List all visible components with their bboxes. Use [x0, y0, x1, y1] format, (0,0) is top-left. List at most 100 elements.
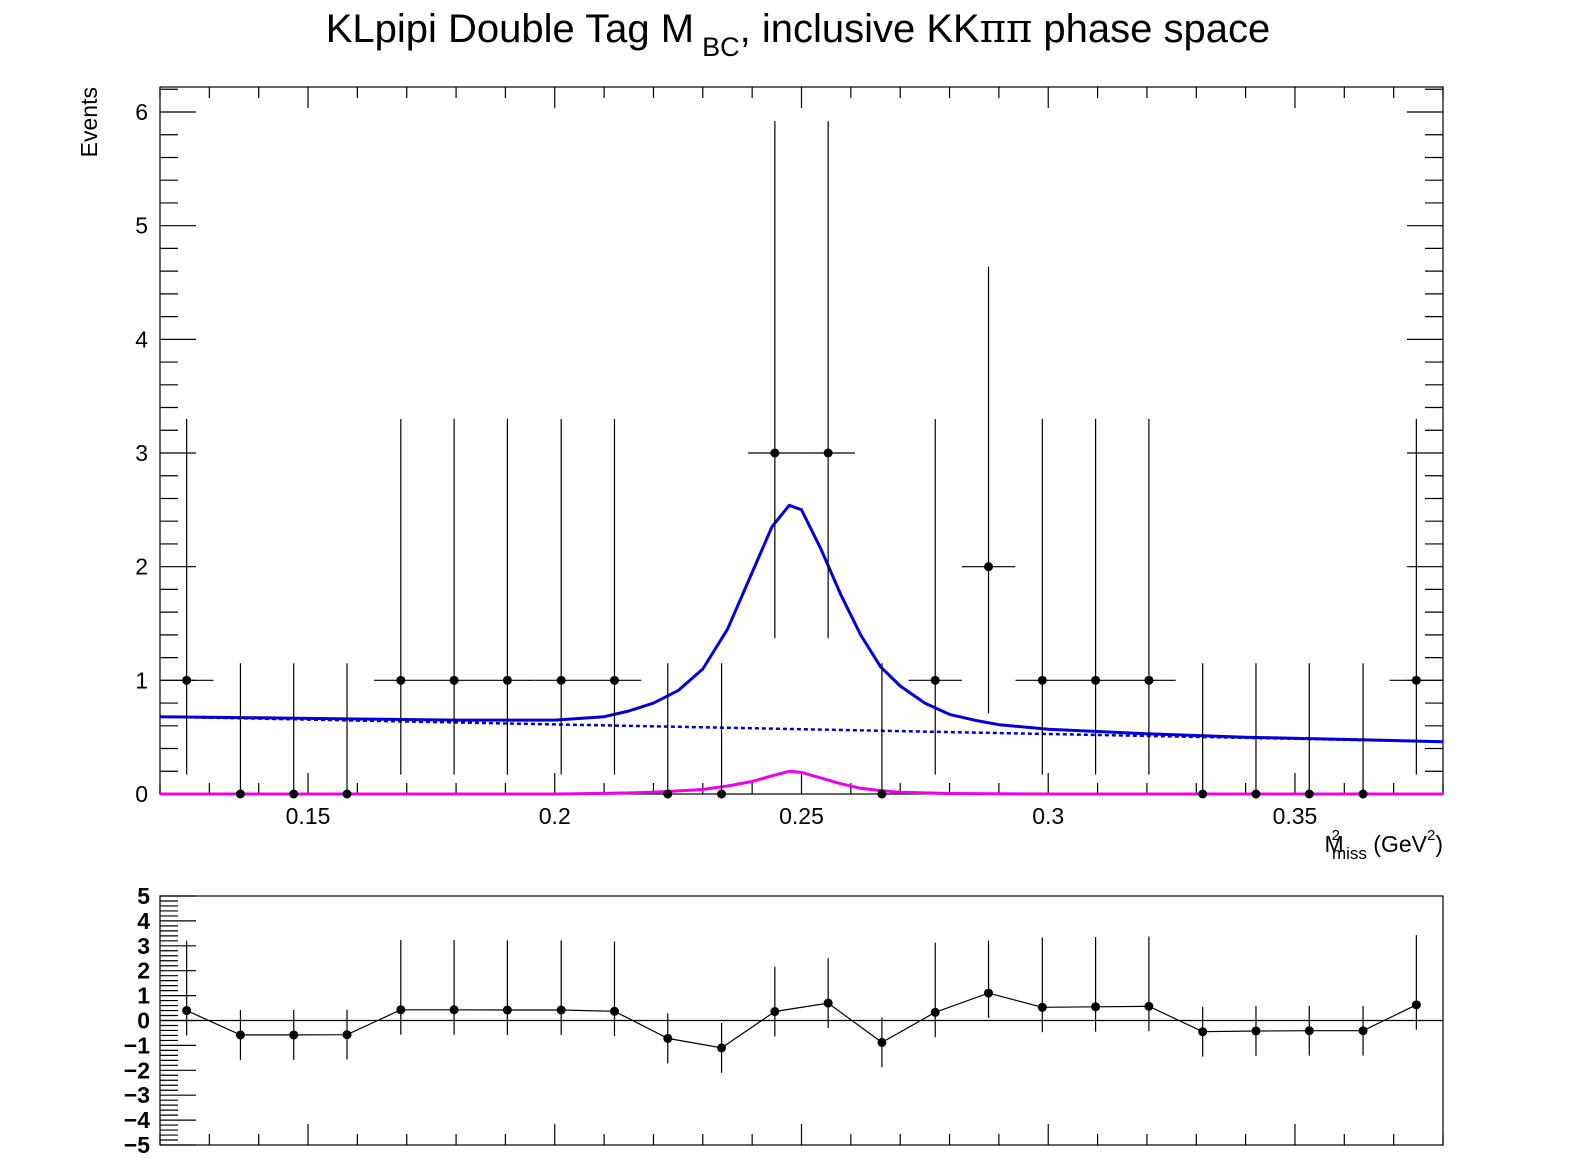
- data-point: [908, 418, 962, 775]
- data-point: [534, 418, 588, 775]
- ratio-y-tick-label: 0: [137, 1008, 150, 1034]
- data-point: [1015, 418, 1070, 775]
- y-tick-label: 3: [135, 440, 148, 466]
- title-main: KLpipi Double Tag M: [326, 7, 694, 51]
- data-marker: [984, 562, 994, 572]
- data-point: [961, 266, 1016, 714]
- x-axis-label: M2 miss (GeV2): [1324, 827, 1443, 863]
- data-point: [342, 663, 352, 799]
- title-rest: , inclusive KK: [740, 7, 980, 51]
- ratio-point: [609, 941, 619, 1037]
- ratio-y-tick-label: −4: [124, 1107, 150, 1133]
- ratio-y-tick-label: 3: [137, 933, 150, 959]
- main-axis-ticks: [159, 87, 1444, 795]
- ratio-y-tick-label: 5: [137, 883, 150, 909]
- data-marker: [770, 448, 780, 458]
- ratio-marker: [770, 1007, 780, 1017]
- data-point: [663, 663, 673, 799]
- data-point: [480, 418, 535, 775]
- ratio-point: [235, 1010, 245, 1060]
- ratio-point: [1251, 1006, 1261, 1056]
- data-point: [159, 418, 214, 775]
- ratio-marker: [289, 1030, 299, 1040]
- ratio-marker: [396, 1005, 406, 1015]
- ratio-y-tick-label: −1: [124, 1032, 150, 1058]
- ratio-marker: [1091, 1002, 1101, 1012]
- y-tick-label: 5: [135, 213, 148, 239]
- ratio-marker: [1037, 1002, 1047, 1012]
- data-marker: [823, 448, 833, 458]
- data-marker: [663, 789, 673, 799]
- chart-title: KLpipi Double Tag M BC, inclusive KKππ ph…: [326, 6, 1271, 62]
- ratio-marker: [984, 988, 994, 998]
- ratio-connecting-line: [186, 992, 1417, 1049]
- x-tick-label: 0.15: [286, 803, 331, 829]
- y-tick-label: 6: [135, 99, 148, 125]
- ratio-marker: [877, 1037, 887, 1047]
- data-marker: [1411, 675, 1421, 685]
- data-marker: [1144, 675, 1154, 685]
- data-marker: [502, 675, 512, 685]
- ratio-marker: [609, 1006, 619, 1016]
- x-label-unit-sup: 2: [1427, 827, 1435, 844]
- ratio-point: [1091, 937, 1101, 1032]
- ratio-point: [1144, 936, 1154, 1032]
- ratio-marker: [182, 1006, 192, 1016]
- x-label-unit: (GeV: [1367, 831, 1428, 857]
- ratio-point: [770, 966, 780, 1037]
- ratio-y-tick-label: −5: [124, 1132, 150, 1158]
- ratio-y-tick-label: −2: [124, 1057, 150, 1083]
- title-sub: BC: [702, 32, 740, 62]
- x-label-sup: 2: [1332, 827, 1340, 844]
- ratio-point: [1411, 935, 1421, 1030]
- background-curve: [159, 715, 1444, 743]
- data-marker: [396, 675, 406, 685]
- data-point: [877, 663, 887, 799]
- ratio-point: [717, 1022, 727, 1073]
- data-point: [717, 663, 727, 799]
- ratio-marker: [1144, 1001, 1154, 1011]
- y-tick-label: 0: [135, 781, 148, 807]
- data-point: [1198, 663, 1208, 799]
- x-tick-label: 0.25: [779, 803, 824, 829]
- data-marker: [1251, 789, 1261, 799]
- data-point: [1122, 418, 1176, 775]
- data-marker: [556, 675, 566, 685]
- title-end: phase space: [1032, 7, 1270, 51]
- data-marker: [289, 789, 299, 799]
- ratio-marker: [663, 1033, 673, 1043]
- data-point: [374, 418, 428, 775]
- data-point: [1389, 418, 1444, 775]
- ratio-y-tick-label: 4: [137, 908, 150, 934]
- data-point: [427, 418, 481, 775]
- data-marker: [877, 789, 887, 799]
- data-point: [1358, 663, 1368, 799]
- ratio-marker: [1411, 1000, 1421, 1010]
- y-tick-label: 2: [135, 554, 148, 580]
- ratio-point: [930, 942, 940, 1038]
- data-point: [587, 418, 642, 775]
- ratio-y-tick-label: 1: [137, 983, 150, 1009]
- data-marker: [609, 675, 619, 685]
- title-greek: ππ: [980, 6, 1033, 52]
- data-marker: [1091, 675, 1101, 685]
- ratio-point: [1358, 1005, 1368, 1056]
- ratio-marker: [1358, 1026, 1368, 1036]
- ratio-marker: [717, 1043, 727, 1053]
- ratio-point: [449, 940, 459, 1035]
- data-point: [1251, 663, 1261, 799]
- signal-curve: [160, 769, 1443, 796]
- x-tick-label: 0.2: [539, 803, 571, 829]
- ratio-point: [342, 1009, 352, 1060]
- ratio-point: [289, 1010, 299, 1060]
- ratio-point: [663, 1013, 673, 1064]
- main-plot-frame: [159, 86, 1444, 795]
- ratio-marker: [1198, 1027, 1208, 1037]
- data-marker: [930, 675, 940, 685]
- data-marker: [235, 789, 245, 799]
- ratio-marker: [1304, 1026, 1314, 1036]
- data-point: [748, 121, 802, 639]
- ratio-point: [877, 1017, 887, 1068]
